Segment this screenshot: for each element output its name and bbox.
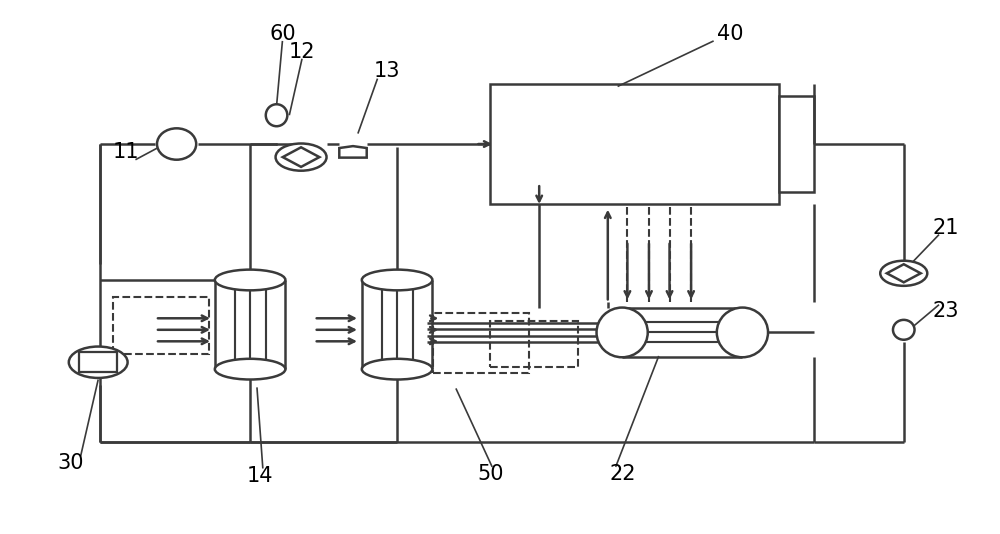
Circle shape: [880, 261, 927, 286]
Polygon shape: [339, 146, 367, 158]
Ellipse shape: [157, 128, 196, 160]
Text: 60: 60: [269, 24, 296, 44]
Text: 40: 40: [717, 24, 744, 44]
Bar: [779, 96, 814, 192]
Bar: [113, 297, 209, 355]
Bar: [79, 352, 117, 372]
Ellipse shape: [215, 359, 285, 380]
Text: 23: 23: [933, 302, 959, 321]
Text: 22: 22: [609, 464, 636, 484]
Ellipse shape: [893, 320, 915, 340]
Text: 30: 30: [58, 453, 84, 473]
Polygon shape: [283, 147, 319, 167]
Ellipse shape: [266, 104, 287, 126]
Text: 21: 21: [933, 218, 959, 238]
Ellipse shape: [717, 308, 768, 357]
Text: 50: 50: [477, 464, 503, 484]
Text: 11: 11: [112, 142, 139, 162]
Ellipse shape: [215, 270, 285, 290]
Bar: [490, 84, 779, 204]
Bar: [433, 312, 529, 373]
Bar: [490, 321, 578, 367]
Text: 13: 13: [374, 61, 401, 81]
Text: 12: 12: [289, 42, 315, 62]
Ellipse shape: [362, 359, 432, 380]
Circle shape: [69, 347, 128, 378]
Ellipse shape: [597, 308, 648, 357]
Polygon shape: [887, 264, 921, 282]
Ellipse shape: [362, 270, 432, 290]
Text: 14: 14: [247, 466, 273, 486]
Circle shape: [276, 144, 327, 171]
